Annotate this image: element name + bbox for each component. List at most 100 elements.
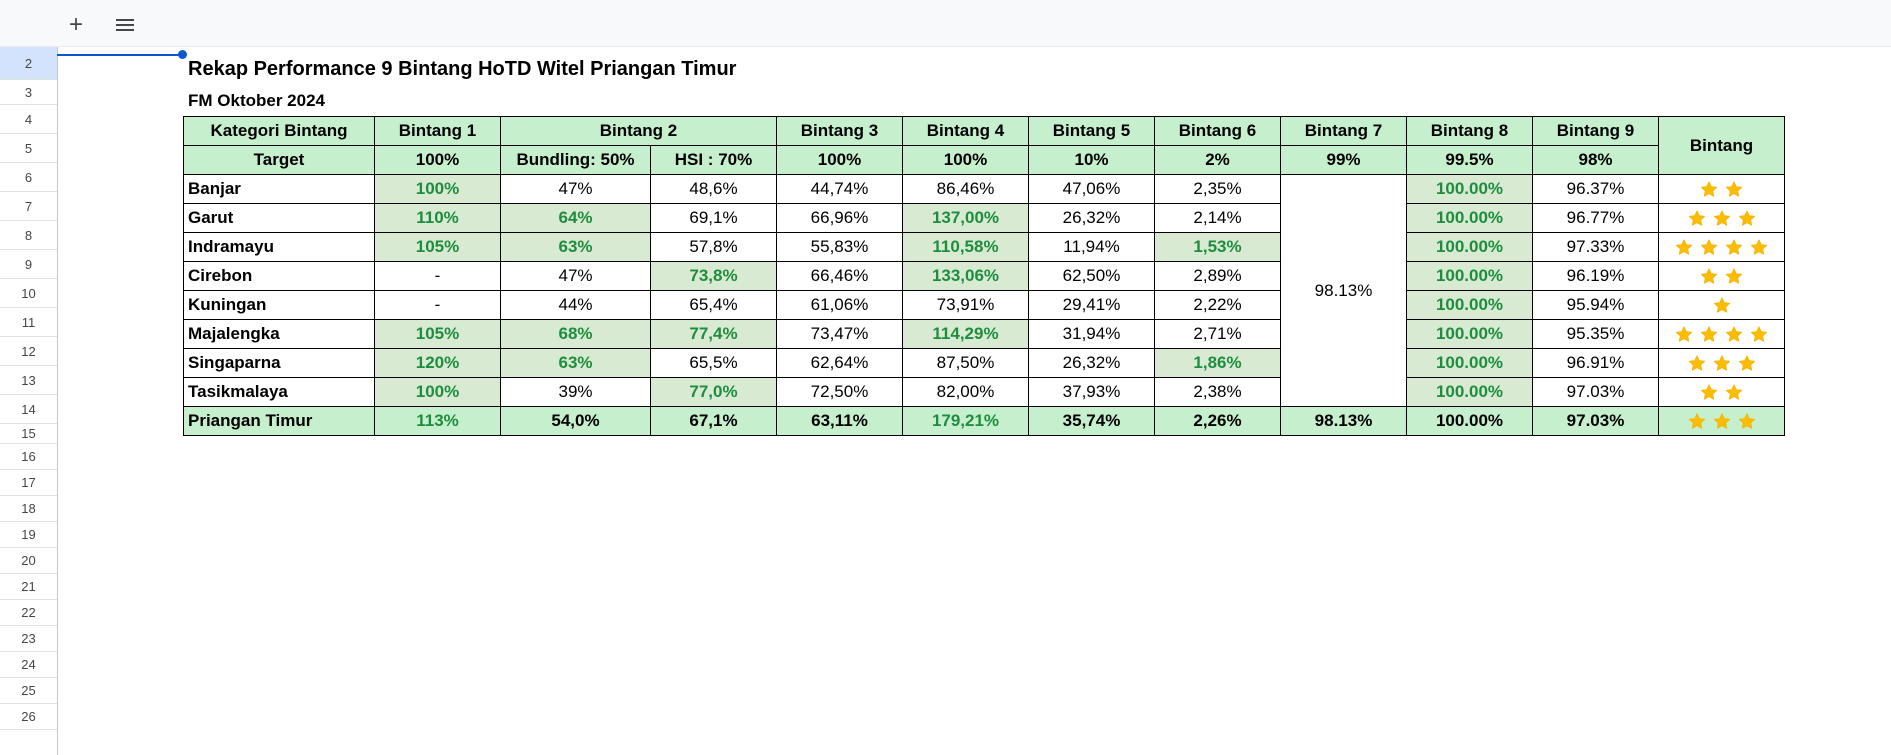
cell-stars[interactable]	[1658, 174, 1785, 204]
cell-b6[interactable]: 2,38%	[1154, 377, 1281, 407]
cell-b4[interactable]: 110,58%	[902, 232, 1029, 262]
header-bintang-1[interactable]: Bintang 1	[374, 116, 501, 146]
target-b7[interactable]: 99%	[1280, 145, 1407, 175]
cell-b9[interactable]: 95.94%	[1532, 290, 1659, 320]
cell-name[interactable]: Garut	[183, 203, 375, 233]
cell-b2a[interactable]: 47%	[500, 261, 651, 291]
target-b1[interactable]: 100%	[374, 145, 501, 175]
cell-b4[interactable]: 87,50%	[902, 348, 1029, 378]
target-b2-hsi[interactable]: HSI : 70%	[650, 145, 777, 175]
cell-b9[interactable]: 96.77%	[1532, 203, 1659, 233]
cell-b9[interactable]: 95.35%	[1532, 319, 1659, 349]
row-number-19[interactable]: 19	[0, 522, 57, 548]
cell-b3[interactable]: 55,83%	[776, 232, 903, 262]
cell-b2b[interactable]: 77,4%	[650, 319, 777, 349]
cell-b7-merged[interactable]: 98.13%	[1280, 174, 1407, 407]
cell-b2b[interactable]: 77,0%	[650, 377, 777, 407]
total-cell-b2b[interactable]: 67,1%	[650, 406, 777, 436]
cell-stars[interactable]	[1658, 348, 1785, 378]
row-number-3[interactable]: 3	[0, 80, 57, 105]
target-b4[interactable]: 100%	[902, 145, 1029, 175]
cell-b9[interactable]: 96.19%	[1532, 261, 1659, 291]
target-b3[interactable]: 100%	[776, 145, 903, 175]
cell-b3[interactable]: 66,96%	[776, 203, 903, 233]
target-b8[interactable]: 99.5%	[1406, 145, 1533, 175]
cell-b1[interactable]: 110%	[374, 203, 501, 233]
cell-stars[interactable]	[1658, 261, 1785, 291]
cell-stars[interactable]	[1658, 290, 1785, 320]
row-number-16[interactable]: 16	[0, 444, 57, 470]
total-cell-b6[interactable]: 2,26%	[1154, 406, 1281, 436]
cell-b3[interactable]: 73,47%	[776, 319, 903, 349]
header-bintang-4[interactable]: Bintang 4	[902, 116, 1029, 146]
cell-b4[interactable]: 114,29%	[902, 319, 1029, 349]
cell-b4[interactable]: 137,00%	[902, 203, 1029, 233]
header-kategori[interactable]: Kategori Bintang	[183, 116, 375, 146]
cell-b6[interactable]: 1,86%	[1154, 348, 1281, 378]
sheet-title[interactable]: Rekap Performance 9 Bintang HoTD Witel P…	[188, 58, 737, 80]
cell-b8[interactable]: 100.00%	[1406, 377, 1533, 407]
header-bintang-8[interactable]: Bintang 8	[1406, 116, 1533, 146]
cell-b4[interactable]: 86,46%	[902, 174, 1029, 204]
cell-b2a[interactable]: 63%	[500, 232, 651, 262]
cell-name[interactable]: Banjar	[183, 174, 375, 204]
target-b6[interactable]: 2%	[1154, 145, 1281, 175]
row-number-8[interactable]: 8	[0, 221, 57, 250]
cell-name[interactable]: Kuningan	[183, 290, 375, 320]
cell-name[interactable]: Indramayu	[183, 232, 375, 262]
cell-b2a[interactable]: 44%	[500, 290, 651, 320]
cell-b1[interactable]: 120%	[374, 348, 501, 378]
cell-stars[interactable]	[1658, 232, 1785, 262]
plus-icon[interactable]: +	[68, 11, 83, 38]
header-bintang-9[interactable]: Bintang 9	[1532, 116, 1659, 146]
row-number-26[interactable]: 26	[0, 704, 57, 730]
cell-b1[interactable]: -	[374, 261, 501, 291]
row-number-14[interactable]: 14	[0, 395, 57, 424]
total-cell-b3[interactable]: 63,11%	[776, 406, 903, 436]
row-number-22[interactable]: 22	[0, 600, 57, 626]
total-cell-stars[interactable]	[1658, 406, 1785, 436]
cell-b6[interactable]: 2,22%	[1154, 290, 1281, 320]
cell-b2a[interactable]: 64%	[500, 203, 651, 233]
cell-b9[interactable]: 97.33%	[1532, 232, 1659, 262]
cell-b8[interactable]: 100.00%	[1406, 290, 1533, 320]
cell-b1[interactable]: 100%	[374, 377, 501, 407]
header-bintang-6[interactable]: Bintang 6	[1154, 116, 1281, 146]
target-b9[interactable]: 98%	[1532, 145, 1659, 175]
menu-icon[interactable]	[110, 10, 140, 40]
cell-b2a[interactable]: 63%	[500, 348, 651, 378]
cell-b2b[interactable]: 69,1%	[650, 203, 777, 233]
cell-b8[interactable]: 100.00%	[1406, 319, 1533, 349]
cell-b8[interactable]: 100.00%	[1406, 348, 1533, 378]
row-number-24[interactable]: 24	[0, 652, 57, 678]
row-number-20[interactable]: 20	[0, 548, 57, 574]
row-number-7[interactable]: 7	[0, 192, 57, 221]
row-number-10[interactable]: 10	[0, 279, 57, 308]
cell-b6[interactable]: 2,71%	[1154, 319, 1281, 349]
cell-b6[interactable]: 2,35%	[1154, 174, 1281, 204]
header-bintang-5[interactable]: Bintang 5	[1028, 116, 1155, 146]
cell-b5[interactable]: 26,32%	[1028, 203, 1155, 233]
cell-b3[interactable]: 72,50%	[776, 377, 903, 407]
cell-b5[interactable]: 29,41%	[1028, 290, 1155, 320]
cell-b5[interactable]: 31,94%	[1028, 319, 1155, 349]
cell-b6[interactable]: 2,89%	[1154, 261, 1281, 291]
cell-b5[interactable]: 26,32%	[1028, 348, 1155, 378]
cell-b2a[interactable]: 47%	[500, 174, 651, 204]
header-bintang-3[interactable]: Bintang 3	[776, 116, 903, 146]
cell-b4[interactable]: 73,91%	[902, 290, 1029, 320]
cell-b2a[interactable]: 68%	[500, 319, 651, 349]
cell-name[interactable]: Majalengka	[183, 319, 375, 349]
cell-b2b[interactable]: 57,8%	[650, 232, 777, 262]
row-number-9[interactable]: 9	[0, 250, 57, 279]
cell-b8[interactable]: 100.00%	[1406, 261, 1533, 291]
row-number-4[interactable]: 4	[0, 105, 57, 134]
cell-b9[interactable]: 96.37%	[1532, 174, 1659, 204]
row-number-25[interactable]: 25	[0, 678, 57, 704]
cell-b2b[interactable]: 65,5%	[650, 348, 777, 378]
cell-b5[interactable]: 62,50%	[1028, 261, 1155, 291]
cell-b1[interactable]: 105%	[374, 232, 501, 262]
cell-b9[interactable]: 96.91%	[1532, 348, 1659, 378]
row-number-5[interactable]: 5	[0, 134, 57, 163]
header-bintang-2[interactable]: Bintang 2	[500, 116, 777, 146]
